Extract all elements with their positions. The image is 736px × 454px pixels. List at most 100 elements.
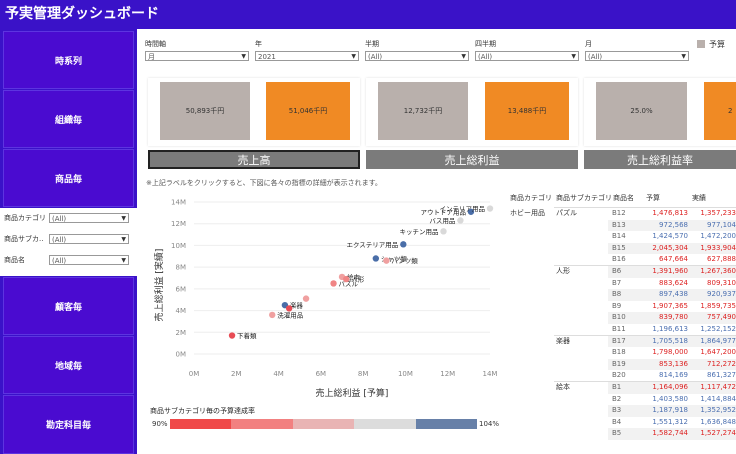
kpi-budget-bar: 50,893千円 [160,82,250,140]
product-code-cell: B1 [612,383,622,391]
actual-cell: 757,490 [707,313,736,322]
col-header-budget: 予算 [646,194,660,202]
dropdown-value: 2021 [258,53,276,61]
table-row[interactable]: B13 972,568 977,104 [508,219,736,232]
filter-quarter: 四半期 (All) ▼ [475,39,579,61]
product-code-cell: B6 [612,267,622,275]
table-row[interactable]: B20 814,169 861,327 [508,370,736,382]
sidebar-item-organization[interactable]: 組織毎 [3,90,134,148]
table-row[interactable]: B11 1,196,613 1,252,152 [508,324,736,336]
dropdown-value: 月 [148,53,155,61]
table-row[interactable]: B15 2,045,304 1,933,904 [508,242,736,255]
scatter-point[interactable] [285,305,293,312]
scatter-point[interactable] [228,332,236,339]
rate-bar-min: 90% [152,420,168,428]
actual-cell: 1,527,274 [700,429,736,438]
budget-cell: 1,798,000 [652,348,688,357]
table-row[interactable]: B6 1,391,960 1,267,360 [508,266,736,278]
x-tick-label: 4M [273,370,284,378]
caret-down-icon: ▼ [121,236,126,243]
table-row[interactable]: B12 1,476,813 1,357,233 [508,208,736,220]
table-row[interactable]: B9 1,907,365 1,859,735 [508,301,736,313]
actual-cell: 1,859,735 [700,301,736,310]
quarter-dropdown[interactable]: (All) ▼ [475,51,579,61]
table-row[interactable]: B17 1,705,518 1,864,977 [508,335,736,348]
scatter-point[interactable] [383,257,390,264]
table-row[interactable]: B1 1,164,096 1,117,472 [508,382,736,394]
metric-button-sales[interactable]: 売上高 [148,150,360,169]
budget-cell: 647,664 [659,255,688,264]
budget-legend-swatch [697,40,705,48]
sidebar: 時系列 組織毎 商品毎 顧客毎 地域毎 勘定科目毎 [0,29,147,454]
metric-button-gross-profit[interactable]: 売上総利益 [366,150,578,169]
sidebar-item-product[interactable]: 商品毎 [3,149,147,207]
point-label: アウトドア用品 [420,208,466,216]
table-row[interactable]: B2 1,403,580 1,414,884 [508,394,736,406]
instruction-note: ※上記ラベルをクリックすると、下図に各々の指標の詳細が表示されます。 [146,179,382,187]
table-row[interactable]: B5 1,582,744 1,527,274 [508,428,736,440]
scatter-point[interactable] [440,228,447,235]
table-row[interactable]: B4 1,551,312 1,636,848 [508,417,736,429]
budget-cell: 897,438 [659,290,688,299]
scatter-point[interactable] [486,205,494,212]
point-label: パンツ類 [391,256,418,265]
actual-cell: 1,933,904 [700,243,736,252]
category-dropdown[interactable]: (All) ▼ [49,213,129,223]
caret-down-icon: ▼ [121,257,126,264]
budget-cell: 1,476,813 [652,209,688,217]
table-row[interactable]: B10 839,780 757,490 [508,312,736,324]
table-row[interactable]: B8 897,438 920,937 [508,289,736,301]
x-tick-label: 0M [189,370,200,378]
x-tick-label: 6M [316,370,327,378]
budget-cell: 839,780 [659,313,688,322]
actual-cell: 1,267,360 [700,267,736,275]
point-label: バス用品 [429,217,455,225]
scatter-point[interactable] [269,311,276,319]
scatter-point[interactable] [467,208,475,215]
table-row[interactable]: B14 1,424,570 1,472,200 [508,231,736,243]
col-header-category: 商品カテゴリ [510,194,552,202]
table-row[interactable]: B16 647,664 627,888 [508,254,736,266]
sidebar-item-customer[interactable]: 顧客毎 [3,277,134,335]
sidebar-item-account[interactable]: 勘定科目毎 [3,395,134,454]
table-row[interactable]: B3 1,187,918 1,352,952 [508,405,736,417]
filter-year: 年 2021 ▼ [255,39,359,61]
table-row[interactable]: B7 883,624 809,310 [508,278,736,290]
sidebar-item-timeseries[interactable]: 時系列 [3,31,134,89]
sidebar-item-label: 組織毎 [54,115,82,126]
actual-cell: 1,636,848 [700,417,736,426]
actual-cell: 627,888 [707,255,736,264]
point-label: パズル [339,279,359,288]
budget-cell: 814,169 [659,371,688,380]
month-dropdown[interactable]: (All) ▼ [585,51,689,61]
filter-label-subcategory: 商品サブカ.. [4,235,44,243]
table-row[interactable]: B18 1,798,000 1,647,200 [508,347,736,359]
sidebar-item-region[interactable]: 地域毎 [3,336,134,394]
filter-label: 四半期 [475,40,496,48]
subcategory-dropdown[interactable]: (All) ▼ [49,234,129,244]
half-dropdown[interactable]: (All) ▼ [365,51,469,61]
year-dropdown[interactable]: 2021 ▼ [255,51,359,61]
product-dropdown[interactable]: (All) ▼ [49,255,129,265]
metric-button-gross-margin[interactable]: 売上総利益率 [584,150,736,169]
y-tick-label: 0M [176,351,187,359]
point-label: インテリア用品 [440,205,486,213]
product-code-cell: B5 [612,429,622,438]
scatter-point[interactable] [457,217,464,224]
point-label: 絵本 [347,272,361,281]
sidebar-item-label: 地域毎 [54,361,82,372]
table-row[interactable]: B19 853,136 712,272 [508,358,736,371]
scatter-point[interactable] [302,295,310,302]
scatter-point[interactable] [372,255,380,262]
x-axis-label: 売上総利益 [予算] [316,387,389,399]
product-code-cell: B20 [612,371,626,380]
col-header-subcategory: 商品サブカテゴリ [556,194,612,202]
scatter-point[interactable] [330,280,337,287]
scatter-point[interactable] [400,241,407,248]
product-filters: 商品カテゴリ (All) ▼ 商品サブカ.. (All) ▼ 商品名 (All) ▼ [0,208,137,276]
y-axis-label: 売上総利益 [実績] [153,249,165,322]
actual-cell: 1,864,977 [700,336,736,345]
scatter-point[interactable] [343,275,350,283]
timeaxis-dropdown[interactable]: 月 ▼ [145,51,249,61]
caret-down-icon: ▼ [461,53,466,60]
